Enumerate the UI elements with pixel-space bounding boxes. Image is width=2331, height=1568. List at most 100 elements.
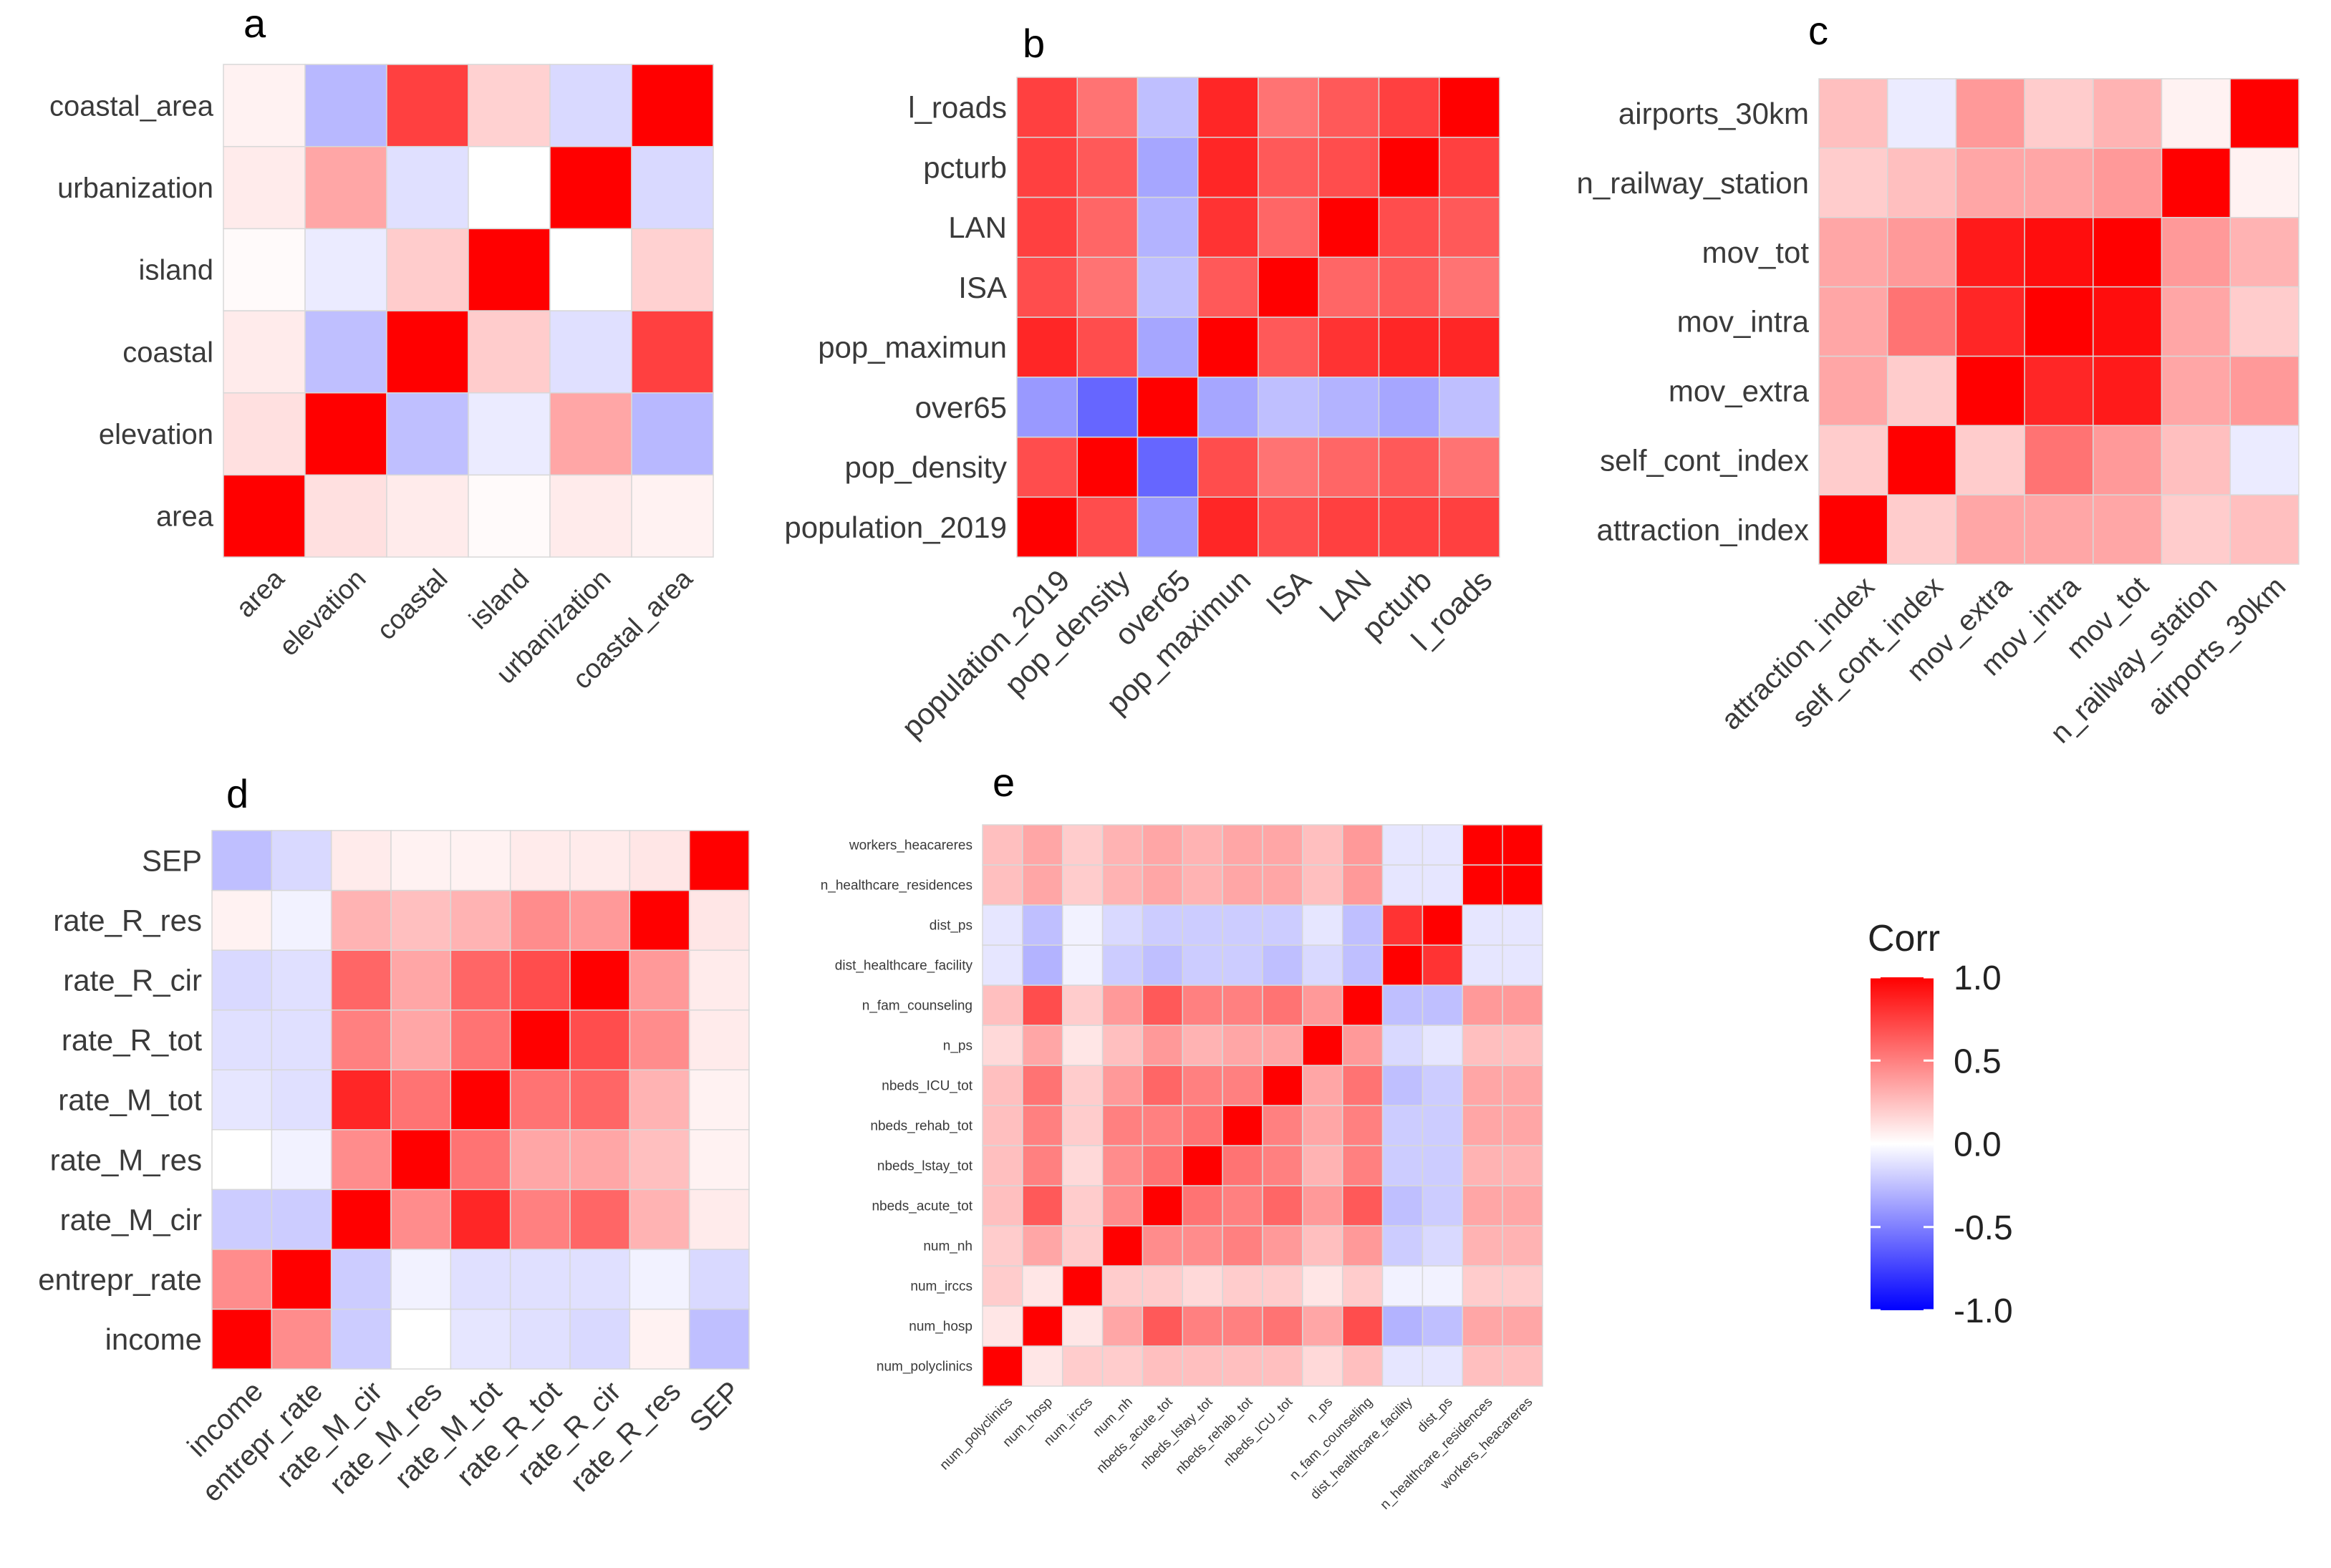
heatmap-cell: [386, 64, 469, 147]
heatmap-cell: [1101, 1345, 1144, 1387]
heatmap-cell: [1101, 904, 1144, 946]
heatmap-cell: [1955, 286, 2025, 357]
heatmap-cell: [1318, 137, 1380, 198]
heatmap-cell: [223, 392, 306, 476]
heatmap-cell: [1076, 196, 1139, 258]
y-tick-label: n_railway_station: [1576, 166, 1809, 200]
heatmap-cell: [569, 1308, 631, 1370]
heatmap-cell: [1462, 864, 1503, 906]
heatmap-cell: [1222, 1105, 1263, 1146]
heatmap-cell: [631, 145, 714, 230]
heatmap-cell: [2161, 216, 2231, 288]
heatmap-cell: [1061, 904, 1104, 946]
heatmap-cell: [211, 1249, 273, 1310]
heatmap-cell: [2161, 147, 2231, 218]
y-tick-label: n_ps: [943, 1039, 973, 1054]
heatmap-cell: [1502, 1305, 1543, 1347]
heatmap-cell: [1222, 1065, 1263, 1106]
heatmap-cell: [2093, 286, 2163, 357]
heatmap-cell: [982, 904, 1023, 946]
heatmap-cell: [1136, 256, 1199, 318]
color-legend: Corr 1.0 0.5 0.0 -0.5 -1.0: [1868, 918, 2013, 1330]
heatmap-cell: [1262, 1345, 1303, 1387]
heatmap-cell: [1101, 1065, 1144, 1106]
x-tick-label: nbeds_ICU_tot: [1221, 1394, 1296, 1469]
heatmap-cell: [1061, 824, 1104, 866]
heatmap-cell: [1818, 494, 1888, 565]
heatmap-cell: [1076, 436, 1139, 498]
heatmap-cell: [1381, 1065, 1424, 1106]
heatmap-cell: [1262, 1225, 1303, 1267]
heatmap-cell: [1302, 1305, 1343, 1347]
heatmap-cell: [1142, 824, 1184, 866]
heatmap-cell: [1061, 1025, 1104, 1066]
heatmap-cell: [1016, 196, 1078, 258]
heatmap-cell: [509, 1189, 571, 1250]
heatmap-cell: [1502, 984, 1543, 1026]
heatmap-cell: [1022, 984, 1063, 1026]
heatmap-cell: [982, 1345, 1023, 1387]
heatmap-cell: [330, 1189, 392, 1250]
heatmap-cell: [1061, 1305, 1104, 1347]
legend-tick-label: -0.5: [1954, 1209, 2013, 1247]
heatmap-cell: [688, 830, 750, 891]
x-tick-label: n_ps: [1304, 1395, 1336, 1426]
heatmap-cell: [1422, 824, 1464, 866]
heatmap-cell: [1262, 1105, 1303, 1146]
heatmap-cell: [271, 830, 332, 891]
y-tick-label: n_healthcare_residences: [821, 879, 973, 894]
heatmap-cell: [1182, 1265, 1223, 1307]
heatmap-cell: [330, 889, 392, 951]
heatmap-cell: [1197, 316, 1259, 378]
legend-title: Corr: [1868, 918, 1940, 959]
heatmap-cell: [1886, 494, 1957, 565]
heatmap-cell: [1022, 1145, 1063, 1186]
y-tick-label: workers_heacareres: [849, 838, 973, 853]
heatmap-cell: [1439, 137, 1500, 198]
heatmap-cell: [1381, 1105, 1424, 1146]
heatmap-cell: [1022, 1065, 1063, 1106]
heatmap-cell: [211, 949, 273, 1011]
heatmap-cell: [1302, 1265, 1343, 1307]
heatmap-cell: [330, 1069, 392, 1131]
heatmap-cell: [629, 1129, 690, 1191]
y-tick-label: nbeds_lstay_tot: [877, 1159, 973, 1174]
heatmap-cell: [1022, 1225, 1063, 1267]
y-tick-label: num_irccs: [910, 1279, 973, 1294]
heatmap-cell: [1302, 1105, 1343, 1146]
heatmap-cell: [1197, 436, 1259, 498]
heatmap-cell: [1439, 196, 1500, 258]
heatmap-cell: [1022, 1265, 1063, 1307]
heatmap-cell: [1502, 1105, 1543, 1146]
heatmap-cell: [1341, 944, 1384, 986]
heatmap-cell: [1182, 864, 1223, 906]
heatmap-cell: [271, 1129, 332, 1191]
heatmap-cell: [271, 949, 332, 1011]
y-tick-label: rate_R_cir: [63, 964, 202, 997]
heatmap-cell: [1439, 316, 1500, 378]
heatmap-cell: [1101, 1225, 1144, 1267]
heatmap-cell: [2093, 216, 2163, 288]
heatmap-cell: [304, 64, 387, 147]
y-tick-label: rate_M_res: [50, 1143, 202, 1176]
heatmap-cell: [1422, 1345, 1464, 1387]
heatmap-cell: [1258, 137, 1319, 198]
heatmap-cell: [304, 145, 387, 230]
heatmap-cell: [1258, 77, 1319, 138]
heatmap-cell: [1341, 1225, 1384, 1267]
heatmap-cell: [2229, 425, 2299, 495]
heatmap-cell: [1341, 1265, 1384, 1307]
heatmap-cell: [1136, 436, 1199, 498]
heatmap-cell: [1381, 984, 1424, 1026]
heatmap-cell: [1142, 944, 1184, 986]
heatmap-cell: [1182, 904, 1223, 946]
heatmap-cell: [1142, 1025, 1184, 1066]
heatmap-cell: [549, 145, 632, 230]
y-tick-label: pop_density: [844, 450, 1007, 484]
heatmap-cell: [1262, 1305, 1303, 1347]
heatmap-cell: [2229, 355, 2299, 427]
heatmap-cell: [1302, 984, 1343, 1026]
heatmap-cell: [304, 310, 387, 394]
heatmap-cell: [1262, 1185, 1303, 1226]
heatmap-cell: [1341, 904, 1384, 946]
